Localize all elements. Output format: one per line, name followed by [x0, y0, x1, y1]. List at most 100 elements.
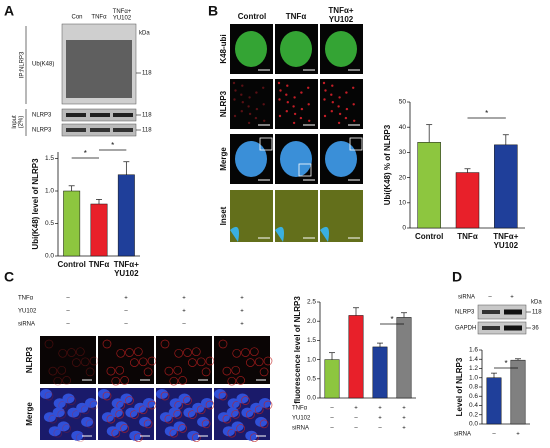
stain — [222, 414, 232, 424]
bar — [348, 315, 364, 399]
band — [113, 128, 133, 132]
stain — [259, 419, 269, 429]
vertical-label: Input(2%) — [12, 115, 25, 129]
marker-label: 118 — [532, 310, 542, 316]
nucleus — [81, 416, 94, 427]
y-tick-label: 1.6 — [469, 347, 478, 354]
condition-value: + — [182, 309, 186, 315]
nucleus — [98, 389, 110, 399]
stain — [169, 428, 179, 438]
nucleus-edge — [275, 226, 284, 242]
condition-value: + — [402, 426, 406, 432]
stain — [196, 357, 206, 367]
condition-value: – — [66, 296, 70, 302]
band — [66, 128, 86, 132]
puncta — [322, 81, 326, 85]
puncta — [248, 112, 252, 116]
significance: * — [111, 141, 114, 150]
nucleus — [120, 393, 133, 404]
stain — [164, 414, 174, 424]
significance: * — [390, 315, 393, 324]
condition-name: YU102 — [292, 416, 311, 422]
inset-box — [298, 163, 312, 177]
nucleus — [187, 430, 200, 441]
panel-letter: A — [4, 3, 14, 19]
y-tick-label: 40 — [399, 124, 407, 131]
stain — [72, 410, 81, 419]
y-tick-label: 0.0 — [469, 421, 478, 428]
stain — [236, 376, 245, 385]
nucleus — [255, 416, 268, 427]
band — [113, 113, 133, 117]
x-tick-label: Control — [415, 232, 443, 241]
stain — [231, 365, 241, 375]
puncta — [331, 84, 334, 87]
puncta — [255, 107, 259, 111]
nucleus — [173, 421, 186, 432]
nucleus — [325, 31, 357, 67]
puncta — [344, 116, 348, 120]
nucleus — [217, 412, 230, 423]
bar — [324, 359, 340, 399]
marker-label: 36 — [532, 326, 539, 332]
puncta — [285, 110, 288, 113]
puncta — [338, 96, 341, 99]
nucleus — [67, 407, 80, 418]
nucleus — [280, 141, 312, 177]
stain — [102, 391, 112, 401]
marker-label: 118 — [142, 128, 152, 134]
puncta — [286, 101, 289, 104]
puncta — [299, 116, 303, 120]
puncta — [234, 89, 237, 92]
y-axis-label: Ubi(K48) level of NLRP3 — [31, 158, 40, 250]
kda-label: kDa — [139, 31, 150, 37]
y-tick-label: 20 — [399, 174, 407, 181]
y-tick-label: 0.8 — [469, 384, 478, 391]
y-tick-label: 30 — [399, 149, 407, 156]
condition-value: – — [182, 322, 186, 328]
bar — [117, 174, 135, 257]
stain — [44, 339, 54, 349]
nucleus — [76, 402, 89, 413]
significance: * — [84, 149, 87, 158]
band — [482, 310, 500, 314]
column-label: Control — [238, 12, 266, 21]
band-label: Ub(K48) — [32, 62, 54, 68]
stain — [75, 347, 85, 357]
puncta — [241, 84, 244, 87]
y-tick-label: 1.5 — [45, 155, 54, 162]
condition-value: – — [492, 432, 496, 438]
band-label: NLRP3 — [32, 128, 52, 134]
nucleus — [222, 426, 235, 437]
text-line: TNFα+ — [328, 6, 353, 15]
stain — [44, 391, 54, 401]
puncta — [323, 98, 326, 101]
puncta — [262, 86, 265, 90]
puncta — [247, 105, 250, 108]
stain — [191, 347, 201, 357]
stain — [133, 347, 143, 357]
puncta — [248, 96, 251, 99]
y-tick-label: 1.0 — [45, 188, 54, 195]
nucleus — [48, 426, 61, 437]
marker-label: 118 — [142, 71, 152, 77]
nucleus — [241, 407, 254, 418]
stain — [227, 428, 237, 438]
stain — [75, 433, 85, 443]
stain — [48, 414, 58, 424]
puncta — [352, 103, 355, 106]
significance: * — [504, 359, 507, 368]
nucleus — [235, 31, 267, 67]
y-tick-label: 2.0 — [307, 318, 316, 325]
condition-value: + — [240, 296, 244, 302]
nucleus — [40, 389, 52, 399]
stain — [143, 419, 153, 429]
stain — [263, 356, 273, 366]
stain — [133, 433, 143, 443]
bar — [455, 172, 480, 229]
stain — [116, 348, 126, 358]
puncta — [338, 112, 342, 116]
bar — [494, 144, 518, 229]
y-tick-label: 0.6 — [469, 393, 478, 400]
nucleus — [62, 393, 75, 404]
